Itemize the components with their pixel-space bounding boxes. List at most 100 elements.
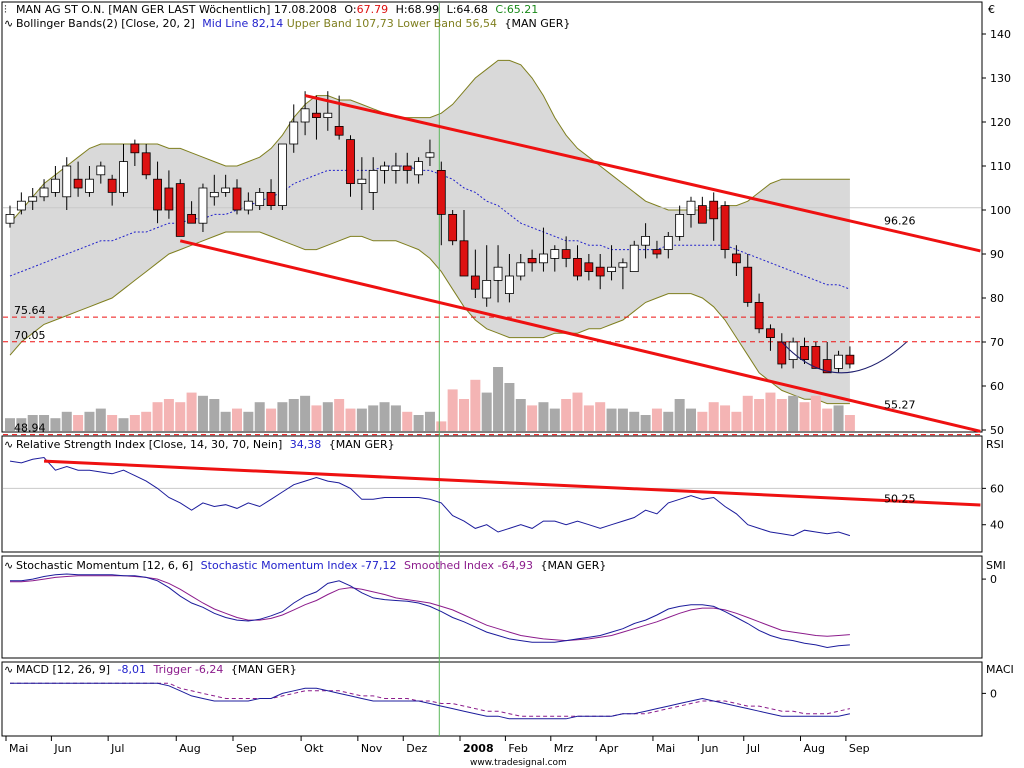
candle-body <box>720 205 730 251</box>
volume-bar <box>141 411 152 431</box>
candle-body <box>482 279 492 299</box>
x-tick-label: Jul <box>746 742 760 755</box>
indicator-icon: ∿ <box>4 17 13 30</box>
volume-bar <box>493 367 504 431</box>
volume-bar <box>390 405 401 431</box>
volume-bar <box>436 421 447 431</box>
trigger-line <box>10 682 851 717</box>
volume-bar <box>243 411 254 431</box>
candle-body <box>187 213 197 224</box>
price-panel: 140 130 120 110 100 90 80 70 60 50 75.64 70.05 48.94… <box>3 3 1011 736</box>
bollinger-legend: Bollinger Bands(2) [Close, 20, 2] Mid Li… <box>16 17 570 30</box>
chart-title: MAN AG ST O.N. [MAN GER LAST Wöchentlich… <box>16 3 337 16</box>
x-tick-label: Aug <box>804 742 825 755</box>
candle-body <box>754 301 764 330</box>
candle-body <box>788 341 798 361</box>
candle-body <box>414 161 424 176</box>
candle-body <box>459 240 469 277</box>
volume-bar <box>220 411 231 431</box>
y-tick-label: 80 <box>990 292 1004 305</box>
candle-body <box>153 178 162 211</box>
volume-bar <box>424 411 435 431</box>
y-tick-label: 0 <box>990 687 997 700</box>
level-label: 70.05 <box>14 329 46 342</box>
volume-bar <box>129 415 140 431</box>
y-tick-label: 140 <box>990 28 1011 41</box>
candle-body <box>62 165 72 198</box>
candle-body <box>425 152 435 158</box>
x-tick-label: Jul <box>110 742 124 755</box>
y-tick-label: 100 <box>990 204 1011 217</box>
volume-bar <box>799 402 810 431</box>
rsi-line <box>9 456 851 537</box>
volume-bar <box>209 399 220 431</box>
watermark: www.tradesignal.com <box>470 758 567 768</box>
volume-bar <box>16 418 27 431</box>
volume-bar <box>742 395 753 431</box>
volume-bar <box>334 399 345 431</box>
candle-body <box>39 187 49 198</box>
candle-body <box>550 249 560 259</box>
volume-bar <box>118 418 129 431</box>
volume-bar <box>810 395 821 431</box>
volume-bar <box>39 415 50 431</box>
macd-icon: ∿ <box>4 663 13 676</box>
volume-bar <box>277 402 288 431</box>
volume-bar <box>95 408 106 431</box>
x-tick-label: Feb <box>508 742 527 755</box>
volume-bar <box>311 405 322 431</box>
volume-bar <box>459 399 469 431</box>
candle-body <box>766 328 775 338</box>
volume-bar <box>844 415 855 431</box>
volume-bar <box>368 405 379 431</box>
smi-icon: ∿ <box>4 559 13 572</box>
candle-body <box>811 345 821 369</box>
candle-body <box>527 257 537 264</box>
volume-bar <box>606 408 617 431</box>
volume-bar <box>788 395 799 431</box>
volume-bar <box>663 411 674 431</box>
volume-bar <box>175 402 186 431</box>
volume-bar <box>765 392 776 431</box>
candle-body <box>709 200 719 220</box>
volume-bar <box>720 405 731 431</box>
candle-body <box>16 200 26 211</box>
candle-body <box>629 244 639 272</box>
smi-panel: 0 <box>10 573 997 649</box>
candle-body <box>277 143 287 206</box>
open-label: O: <box>344 3 356 16</box>
high-value: 68.99 <box>408 3 440 16</box>
smoothed-index-line <box>10 575 850 642</box>
rsi-legend: Relative Strength Index [Close, 14, 30, … <box>16 438 395 451</box>
mid-value: 82,14 <box>252 17 284 30</box>
upper-trendline-label: 96.26 <box>884 214 916 227</box>
candle-body <box>697 205 707 224</box>
volume-bar <box>651 408 662 431</box>
upper-value: 107,73 <box>355 17 394 30</box>
upper-trendline <box>304 94 981 253</box>
candle-body <box>504 275 514 295</box>
x-tick-label: Nov <box>361 742 383 755</box>
volume-bar <box>345 408 356 431</box>
level-label: 48.94 <box>14 422 46 435</box>
candle-body <box>516 262 526 277</box>
candle-body <box>85 178 94 193</box>
candle-body <box>5 213 15 224</box>
mid-band-line <box>9 165 851 290</box>
x-tick-label: Mai <box>9 742 28 755</box>
candle-body <box>822 359 832 374</box>
volume-bar <box>754 399 765 431</box>
y-tick-label: 70 <box>990 336 1004 349</box>
candle-body <box>800 345 809 360</box>
candle-body <box>607 266 616 273</box>
volume-bar <box>254 402 265 431</box>
candle-body <box>51 178 60 193</box>
candle-body <box>209 191 219 198</box>
volume-bar <box>629 411 640 431</box>
lower-band-line <box>9 231 850 405</box>
candle-body <box>289 121 299 145</box>
bollinger-band-area <box>10 60 850 404</box>
y-tick-label: 60 <box>990 380 1004 393</box>
smoothed-series-name: Smoothed Index <box>404 559 494 572</box>
